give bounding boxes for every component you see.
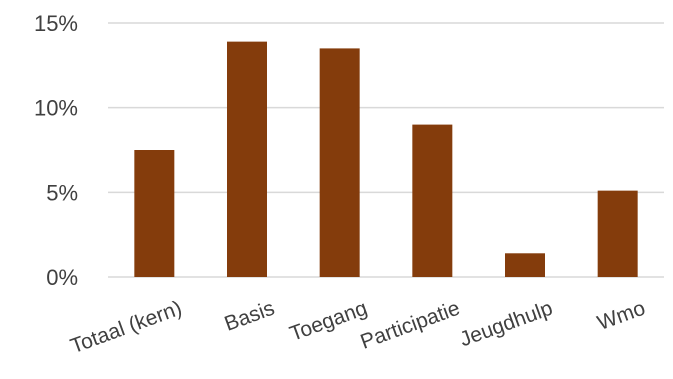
- x-category-label: Toegang: [287, 297, 371, 346]
- bar-toegang: [319, 48, 360, 278]
- y-tick-label: 5%: [46, 180, 78, 205]
- x-category-label: Totaal (kern): [67, 297, 185, 359]
- x-category-label: Jeugdhulp: [457, 297, 556, 352]
- x-category-label: Basis: [222, 297, 278, 336]
- y-tick-label: 10%: [34, 96, 78, 121]
- x-axis-category-labels: Totaal (kern) Basis ToegangParticipatieJeu…: [67, 297, 648, 359]
- x-category-label: Wmo: [594, 297, 648, 335]
- y-axis-tick-labels: 0% 5% 10% 15%: [34, 11, 78, 290]
- x-category-label: Participatie: [357, 297, 462, 354]
- y-tick-label: 0%: [46, 265, 78, 290]
- bar-wmo: [597, 190, 638, 277]
- bar-basis: [227, 41, 267, 278]
- y-tick-label: 15%: [34, 11, 78, 36]
- bars: [134, 41, 638, 278]
- bar-jeugdhulp: [505, 253, 545, 277]
- bar-totaal-kern: [134, 150, 175, 277]
- gridlines: [108, 22, 664, 278]
- bar-participatie: [412, 124, 453, 277]
